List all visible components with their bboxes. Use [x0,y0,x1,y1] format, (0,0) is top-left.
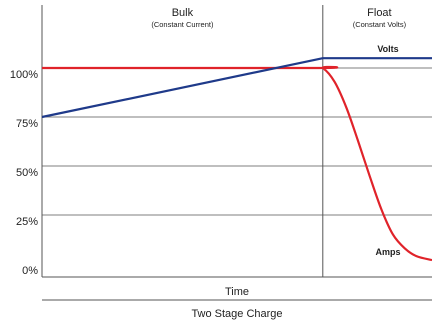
series-label-volts: Volts [377,44,398,54]
phase-labels: Bulk(Constant Current) Float(Constant Vol… [151,7,406,29]
y-tick-label: 75% [16,118,38,130]
series-label-amps: Amps [375,247,400,257]
y-tick-label: 50% [16,167,38,179]
series-lines [41,57,432,262]
x-axis-label: Time [225,286,249,298]
phase-label: Bulk [172,7,194,19]
y-tick-label: 25% [16,216,38,228]
grid-lines [41,5,432,278]
y-tick-label: 100% [10,69,38,81]
series-labels: Volts Amps [375,44,400,257]
phase-label: Float [367,7,391,19]
y-tick-labels: 0% 25% 50% 75% 100% [10,69,38,277]
series-line-amps [42,65,432,262]
y-tick-label: 0% [22,265,38,277]
phase-sublabel: (Constant Current) [151,20,214,29]
chart-title: Two Stage Charge [191,308,282,320]
phase-sublabel: (Constant Volts) [353,20,407,29]
series-line-volts [41,57,432,119]
